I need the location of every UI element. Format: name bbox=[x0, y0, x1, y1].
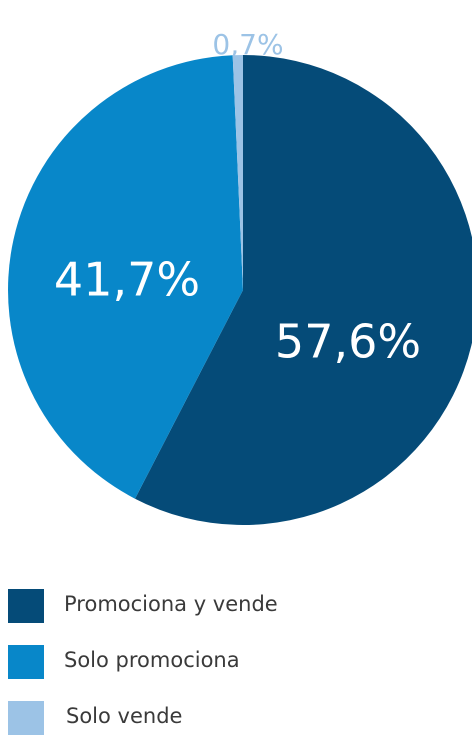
pie-slice-promociona-y-vende bbox=[135, 55, 472, 525]
legend-swatch-solo-vende bbox=[8, 701, 44, 735]
slice-label-promociona-y-vende: 57,6% bbox=[275, 315, 421, 369]
legend-item-solo-promociona: Solo promociona bbox=[8, 639, 448, 695]
legend: Promociona y vende Solo promociona Solo … bbox=[8, 583, 448, 751]
pie-chart: 57,6% 41,7% 0,7% bbox=[8, 28, 472, 525]
legend-swatch-promociona-y-vende bbox=[8, 589, 44, 623]
pie-slice-solo-promociona bbox=[8, 55, 243, 499]
legend-label-solo-promociona: Solo promociona bbox=[64, 648, 240, 672]
slice-label-solo-vende: 0,7% bbox=[212, 28, 283, 61]
legend-item-solo-vende: Solo vende bbox=[8, 695, 448, 751]
pie-slice-solo-vende bbox=[232, 55, 243, 290]
legend-label-promociona-y-vende: Promociona y vende bbox=[64, 592, 278, 616]
legend-label-solo-vende: Solo vende bbox=[66, 704, 183, 728]
legend-swatch-solo-promociona bbox=[8, 645, 44, 679]
slice-label-solo-promociona: 41,7% bbox=[54, 253, 200, 307]
legend-item-promociona-y-vende: Promociona y vende bbox=[8, 583, 448, 639]
